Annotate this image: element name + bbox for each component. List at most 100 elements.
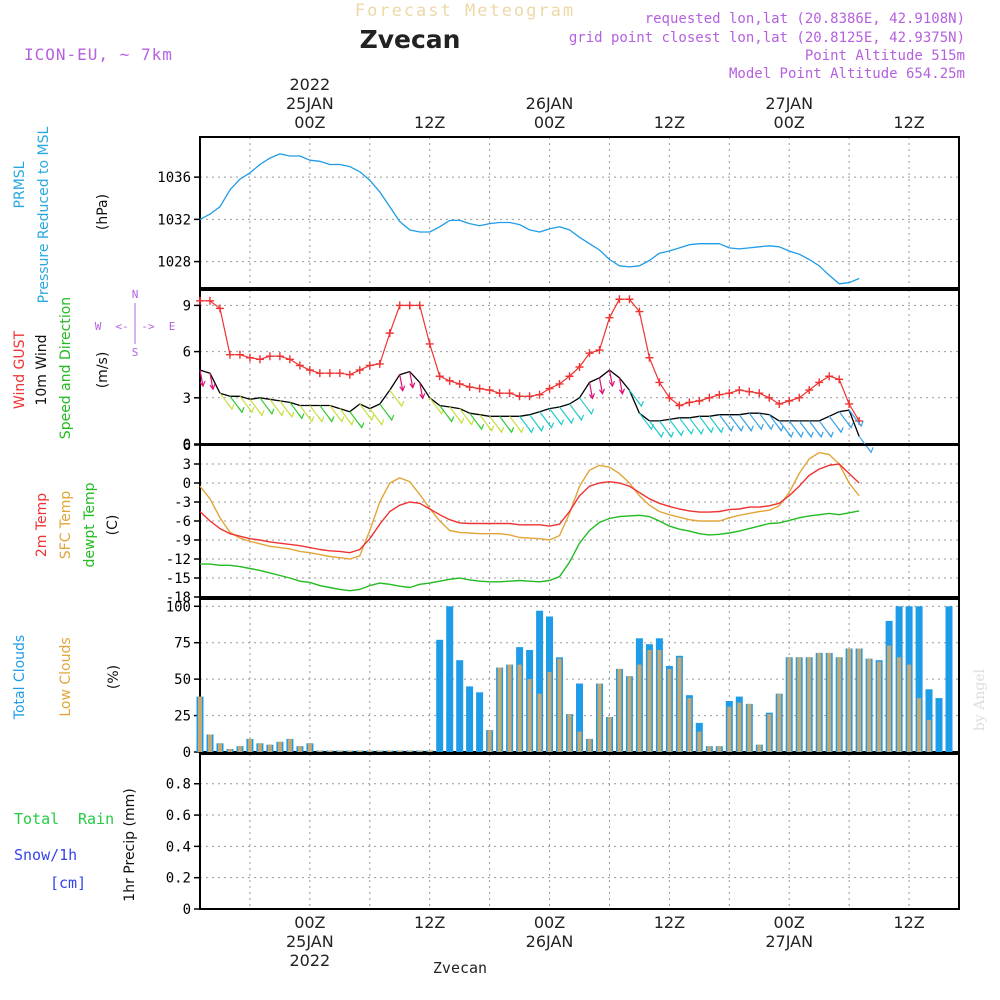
low-cloud-bar: [857, 648, 862, 752]
low-cloud-bar: [827, 652, 832, 752]
gust-line: [200, 298, 860, 422]
cloud-unit: (%): [106, 665, 122, 689]
y-tick-label: 0: [183, 902, 191, 918]
y-tick-label: 0: [183, 437, 191, 453]
pressure-msl-label: Pressure Reduced to MSL: [36, 126, 52, 303]
snow-label: Snow/1h: [14, 846, 77, 864]
gust-marker: [245, 353, 254, 362]
y-tick-label: 6: [183, 345, 191, 361]
pressure-line: [199, 153, 860, 285]
wind-arrow-head: [228, 403, 235, 411]
temp-labels: 2m Temp SFC Temp dewpt Temp (C): [34, 482, 121, 567]
gust-marker: [785, 396, 794, 405]
y-tick-label: 50: [174, 672, 191, 688]
wind-arrow-head: [399, 385, 406, 392]
pressure-panel: 1028 1032 1036: [157, 136, 960, 289]
low-cloud-bar: [637, 664, 642, 752]
gust-marker: [775, 399, 784, 408]
wind-arrow-head: [458, 417, 465, 425]
gust-marker: [465, 383, 474, 392]
low-cloud-bar: [198, 696, 202, 752]
gust-marker: [515, 392, 524, 401]
low-cloud-bar: [347, 750, 352, 752]
y-tick-label: -9: [174, 533, 191, 549]
wind-arrow-head: [268, 408, 275, 416]
snow-unit-label: [cm]: [50, 874, 86, 892]
wind-arrow-head: [518, 427, 525, 434]
gust-marker: [595, 346, 604, 355]
low-cloud-bar: [487, 730, 492, 752]
wind-arrow-head: [548, 422, 555, 429]
low-cloud-bar: [417, 750, 422, 752]
time-label: 2022: [289, 951, 330, 970]
total-label: Total: [14, 810, 59, 828]
low-cloud-bar: [927, 719, 931, 752]
wind-arrow-head: [348, 419, 355, 426]
precip-unit: 1hr Precip (mm): [122, 788, 138, 901]
gust-marker: [405, 301, 414, 310]
y-tick-label: 0.2: [166, 871, 191, 887]
time-label: 12Z: [893, 113, 924, 132]
wind-arrow: [598, 377, 604, 394]
total-cloud-bar: [456, 660, 464, 752]
gust-marker: [845, 399, 854, 408]
low-cloud-bar: [527, 679, 532, 752]
low-cloud-bar: [737, 702, 742, 752]
time-label: 00Z: [294, 113, 325, 132]
compass-w: W: [95, 320, 102, 333]
wind-arrow-head: [867, 447, 874, 454]
wind-arrow-head: [288, 411, 295, 419]
gust-marker: [425, 339, 434, 348]
compass-e: E: [169, 320, 176, 333]
total-clouds-label: Total Clouds: [12, 635, 28, 720]
low-cloud-bar: [257, 743, 262, 752]
low-cloud-bar: [667, 668, 672, 752]
wind-arrow-head: [528, 427, 535, 434]
gust-marker: [485, 386, 494, 395]
total-cloud-bar: [536, 610, 544, 752]
wind-arrow-head: [209, 383, 216, 391]
dewpoint-line: [200, 510, 860, 592]
wind-arrow-head: [657, 431, 664, 439]
wind-arrow-head: [807, 431, 814, 439]
gust-marker: [805, 386, 814, 395]
wind-arrow-head: [278, 410, 285, 417]
wind-arrow-head: [667, 431, 674, 439]
time-label: 25JAN: [286, 94, 334, 113]
panel-frame: [199, 753, 960, 910]
y-tick-label: 100: [166, 599, 191, 615]
low-cloud-bar: [607, 717, 612, 752]
pressure-unit: (hPa): [95, 194, 111, 230]
time-label: 2022: [289, 75, 330, 94]
low-cloud-bar: [617, 668, 622, 752]
low-cloud-bar: [877, 661, 882, 752]
gust-marker: [385, 329, 394, 338]
gust-marker: [525, 392, 534, 401]
y-tick-label: 1032: [157, 212, 191, 228]
compass-arrow-left: <-: [115, 320, 128, 333]
gust-marker: [725, 389, 734, 398]
wind-arrow-head: [757, 423, 764, 431]
gust-marker: [305, 366, 314, 375]
wind-arrow-head: [488, 425, 495, 432]
compass-rose: N S W E <- ->: [95, 288, 176, 359]
total-cloud-bar: [935, 698, 943, 752]
gust-marker: [505, 389, 514, 398]
gust-marker: [255, 355, 264, 364]
gust-marker: [225, 350, 234, 359]
gust-marker: [555, 379, 564, 388]
time-label: 00Z: [774, 913, 805, 932]
gust-marker: [265, 352, 274, 361]
low-cloud-bar: [677, 657, 682, 752]
temperature-panel: -18 -15 -12 -9 -6 -3 0 3 6: [166, 438, 960, 606]
time-label: 00Z: [294, 913, 325, 932]
footer-station: Zvecan: [433, 959, 487, 977]
time-label: 26JAN: [526, 94, 574, 113]
y-tick-label: -12: [166, 552, 191, 568]
low-cloud-bar: [537, 693, 542, 752]
gust-marker: [685, 398, 694, 407]
wind-arrow: [419, 382, 424, 399]
wind-arrow-head: [409, 382, 416, 389]
gust-marker: [345, 370, 354, 379]
